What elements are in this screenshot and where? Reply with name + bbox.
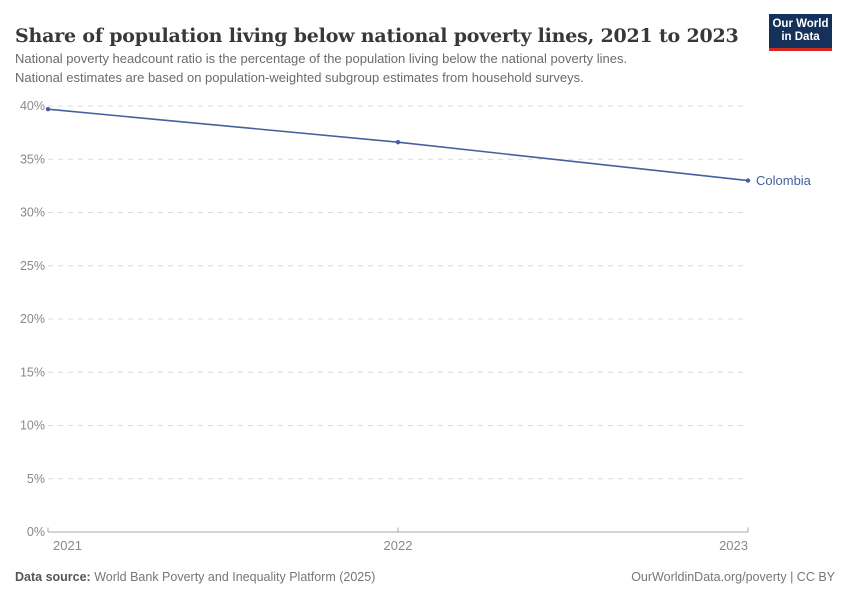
data-source-note: Data source: World Bank Poverty and Ineq…	[15, 570, 375, 584]
data-line-colombia[interactable]	[47, 108, 749, 182]
data-source-text: World Bank Poverty and Inequality Platfo…	[90, 570, 376, 584]
data-points[interactable]	[45, 106, 751, 183]
owid-logo[interactable]: Our World in Data	[769, 14, 832, 51]
chart-subtitle: National poverty headcount ratio is the …	[15, 49, 675, 87]
y-tick-label: 20%	[20, 312, 45, 326]
y-axis-labels: 0% 5% 10% 15% 20% 25% 30% 35% 40%	[20, 99, 45, 539]
gridlines	[48, 105, 748, 480]
x-tick-label: 2022	[384, 538, 413, 553]
data-point[interactable]	[45, 106, 51, 112]
x-tick-label: 2023	[719, 538, 748, 553]
x-axis-labels: 2021 2022 2023	[53, 538, 748, 553]
y-tick-label: 25%	[20, 259, 45, 273]
chart-subtitle-line1: National poverty headcount ratio is the …	[15, 51, 628, 66]
y-tick-label: 30%	[20, 206, 45, 220]
x-tick-label: 2021	[53, 538, 82, 553]
data-source-label: Data source:	[15, 570, 91, 584]
data-point[interactable]	[745, 178, 751, 183]
attribution-note: OurWorldinData.org/poverty | CC BY	[631, 570, 835, 584]
owid-logo-line2: in Data	[781, 31, 820, 43]
y-tick-label: 5%	[27, 472, 45, 486]
y-tick-label: 35%	[20, 152, 45, 166]
chart-subtitle-line2: National estimates are based on populati…	[15, 70, 584, 85]
x-axis	[47, 527, 749, 533]
y-tick-label: 40%	[20, 99, 45, 113]
y-tick-label: 10%	[20, 419, 45, 433]
series-end-label[interactable]: Colombia	[756, 173, 812, 188]
y-tick-label: 15%	[20, 365, 45, 379]
y-tick-label: 0%	[27, 525, 45, 539]
data-point[interactable]	[395, 140, 401, 145]
owid-logo-line1: Our World	[772, 18, 829, 30]
chart-title: Share of population living below nationa…	[15, 24, 739, 47]
